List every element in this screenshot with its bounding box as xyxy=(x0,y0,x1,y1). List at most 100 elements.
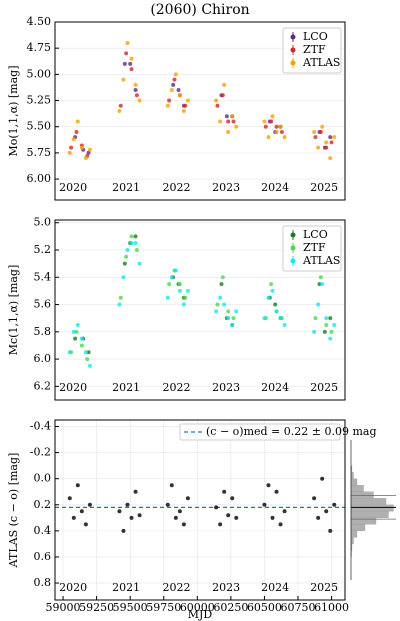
data-point xyxy=(266,483,271,488)
data-point xyxy=(214,98,219,103)
data-point xyxy=(324,509,329,514)
data-point xyxy=(87,147,92,152)
data-point xyxy=(124,254,129,259)
year-label: 2020 xyxy=(59,581,87,594)
data-point xyxy=(234,515,239,520)
data-point xyxy=(181,302,186,307)
data-point xyxy=(129,56,134,61)
data-point xyxy=(125,502,130,507)
data-point xyxy=(269,119,274,124)
y-axis-label: ATLAS (c − o) [mag] xyxy=(7,453,20,569)
histogram-bar xyxy=(350,530,358,538)
data-point xyxy=(124,51,129,56)
data-point xyxy=(118,103,123,108)
data-point xyxy=(231,316,236,321)
x-tick-label: 59500 xyxy=(113,601,148,614)
data-point xyxy=(270,288,275,293)
data-point xyxy=(234,309,239,314)
data-point xyxy=(270,114,275,119)
data-point xyxy=(269,282,274,287)
y-tick-label: 0.8 xyxy=(34,576,52,589)
data-point xyxy=(324,316,329,321)
data-point xyxy=(328,316,333,321)
data-point xyxy=(332,502,337,507)
data-point xyxy=(262,119,267,124)
data-point xyxy=(313,316,318,321)
data-point xyxy=(328,156,333,161)
data-point xyxy=(328,336,333,341)
year-label: 2024 xyxy=(261,381,289,394)
data-point xyxy=(177,93,182,98)
data-point xyxy=(79,509,84,514)
legend-box xyxy=(282,225,342,272)
data-point xyxy=(313,135,318,140)
data-point xyxy=(133,82,138,87)
data-point xyxy=(165,103,170,108)
histogram-bar xyxy=(350,504,394,512)
data-point xyxy=(169,88,174,93)
data-point xyxy=(129,515,134,520)
data-point xyxy=(318,275,323,280)
data-point xyxy=(183,295,188,300)
plot-frame xyxy=(54,21,346,201)
data-point xyxy=(165,502,170,507)
data-point xyxy=(128,61,133,66)
data-point xyxy=(183,103,188,108)
data-point xyxy=(332,135,337,140)
data-point xyxy=(328,528,333,533)
year-label: 2024 xyxy=(261,181,289,194)
y-axis-label: Mc(1,1,α) [mag] xyxy=(7,265,20,356)
data-point xyxy=(218,522,223,527)
legend-label: ATLAS xyxy=(302,56,340,69)
y-tick-label: 5.25 xyxy=(27,94,52,107)
legend-label: ZTF xyxy=(303,43,326,56)
year-label: 2024 xyxy=(261,581,289,594)
data-point xyxy=(83,350,88,355)
data-point xyxy=(125,248,130,252)
data-point xyxy=(67,150,72,155)
x-tick-label: 60750 xyxy=(281,601,316,614)
data-point xyxy=(214,309,219,314)
histogram-bar xyxy=(350,472,354,479)
data-point xyxy=(230,496,235,501)
data-point xyxy=(67,496,72,501)
data-point xyxy=(320,124,325,129)
data-point xyxy=(218,295,223,300)
x-tick-label: 59000 xyxy=(46,601,81,614)
data-point xyxy=(322,329,327,334)
y-tick-label: 6.0 xyxy=(34,352,52,365)
data-point xyxy=(226,316,231,321)
data-point xyxy=(282,135,287,140)
legend-label: LCO xyxy=(303,228,328,241)
data-point xyxy=(134,248,139,252)
data-point xyxy=(282,509,287,514)
data-point xyxy=(220,93,225,98)
year-label: 2020 xyxy=(59,181,87,194)
data-point xyxy=(129,234,134,239)
data-point xyxy=(121,528,126,533)
data-point xyxy=(121,77,126,82)
data-point xyxy=(71,329,76,334)
y-tick-label: -0.4 xyxy=(30,420,51,433)
data-point xyxy=(222,82,227,87)
data-point xyxy=(83,522,88,527)
year-label: 2022 xyxy=(163,581,191,594)
y-tick-label: 5.8 xyxy=(34,325,52,338)
data-point xyxy=(214,505,219,510)
data-point xyxy=(230,114,235,119)
data-point xyxy=(167,282,172,287)
data-point xyxy=(79,343,84,348)
year-label: 2022 xyxy=(163,381,191,394)
data-point xyxy=(224,114,229,119)
data-point xyxy=(137,98,142,103)
year-label: 2023 xyxy=(212,181,240,194)
legend-box xyxy=(179,423,341,441)
histogram-bar xyxy=(350,485,364,492)
data-point xyxy=(73,336,78,341)
data-point xyxy=(274,489,279,494)
data-point xyxy=(262,316,267,321)
data-point xyxy=(316,145,321,150)
histogram-bar xyxy=(350,478,358,486)
histogram-bar xyxy=(350,524,366,532)
